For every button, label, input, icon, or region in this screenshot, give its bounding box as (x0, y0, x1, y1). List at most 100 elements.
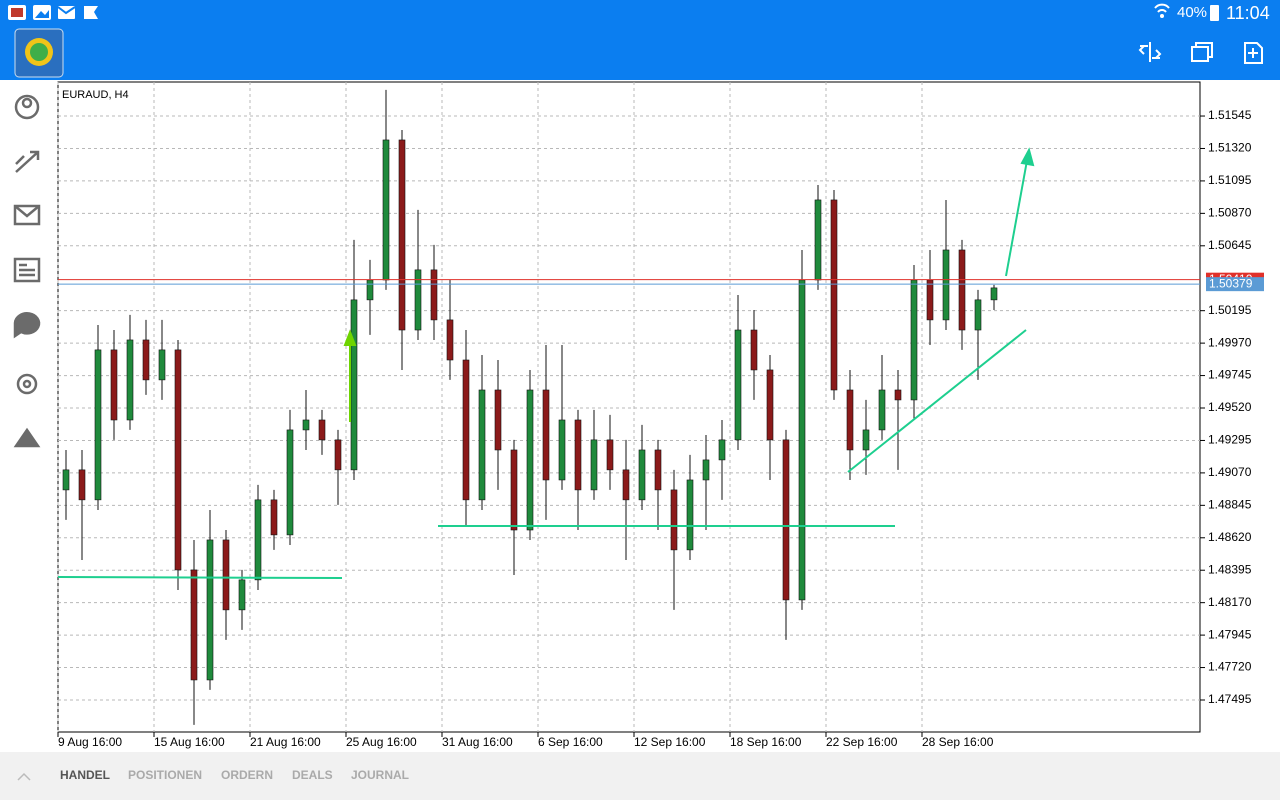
y-tick-label: 1.49295 (1208, 433, 1252, 447)
y-tick-label: 1.50645 (1208, 238, 1252, 252)
x-tick-label: 15 Aug 16:00 (154, 735, 225, 749)
app-logo[interactable] (14, 28, 64, 78)
y-tick-label: 1.49520 (1208, 400, 1252, 414)
x-tick-label: 22 Sep 16:00 (826, 735, 898, 749)
tabs: HANDEL POSITIONEN ORDERN DEALS JOURNAL (60, 768, 409, 782)
candle-body (750, 329, 758, 371)
candle-body (638, 449, 646, 501)
y-tick-label: 1.47495 (1208, 692, 1252, 706)
candle-body (990, 287, 998, 301)
price-label-box (1206, 277, 1264, 292)
candle-body (62, 469, 70, 491)
candle-body (462, 359, 470, 501)
expand-icon[interactable] (17, 772, 31, 781)
candle-body (190, 569, 198, 681)
candle-body (670, 489, 678, 551)
candle-body (222, 539, 230, 611)
y-tick-label: 1.51320 (1208, 141, 1252, 155)
candle-body (526, 389, 534, 531)
tab[interactable]: JOURNAL (351, 768, 409, 782)
y-tick-label: 1.48620 (1208, 530, 1252, 544)
candle-body (782, 439, 790, 601)
drawings (57, 147, 1035, 579)
y-tick-label: 1.50195 (1208, 303, 1252, 317)
candle-body (366, 279, 374, 301)
x-tick-label: 6 Sep 16:00 (538, 735, 603, 749)
y-tick-label: 1.47720 (1208, 660, 1252, 674)
toolbar-icons[interactable] (1138, 42, 1263, 64)
clock: 11:04 (1226, 3, 1270, 23)
price-label: 1.50379 (1209, 276, 1253, 290)
candle-body (862, 429, 870, 451)
candle-body (110, 349, 118, 421)
sidebar-icons[interactable] (13, 94, 41, 448)
candle-body (686, 479, 694, 551)
candle-body (734, 329, 742, 441)
candle-body (622, 469, 630, 501)
candle-body (878, 389, 886, 431)
y-tick-label: 1.48170 (1208, 595, 1252, 609)
candle-body (606, 439, 614, 471)
candle-body (254, 499, 262, 581)
candle-body (910, 279, 918, 401)
candle-body (142, 339, 150, 381)
candle-body (942, 249, 950, 321)
candle-body (894, 389, 902, 401)
candle-body (974, 299, 982, 331)
candle-body (430, 269, 438, 321)
candle-body (270, 499, 278, 536)
candle-body (958, 249, 966, 331)
x-tick-label: 18 Sep 16:00 (730, 735, 802, 749)
status-icons (8, 3, 1219, 21)
tab[interactable]: POSITIONEN (128, 768, 202, 782)
x-tick-label: 31 Aug 16:00 (442, 735, 513, 749)
y-tick-label: 1.51545 (1208, 108, 1252, 122)
candle-body (78, 469, 86, 501)
candle-body (542, 389, 550, 481)
candle-body (158, 349, 166, 381)
candle-body (478, 389, 486, 501)
candle-body (718, 439, 726, 461)
tab[interactable]: DEALS (292, 768, 333, 782)
drawings-up-arrow (343, 329, 357, 422)
candle-body (350, 299, 358, 471)
x-tick-label: 28 Sep 16:00 (922, 735, 994, 749)
x-tick-label: 12 Sep 16:00 (634, 735, 706, 749)
candle-body (766, 369, 774, 441)
y-tick-label: 1.48395 (1208, 562, 1252, 576)
candle-body (286, 429, 294, 536)
candle-body (590, 439, 598, 491)
candle-body (574, 419, 582, 491)
x-tick-label: 9 Aug 16:00 (58, 735, 122, 749)
y-tick-label: 1.47945 (1208, 627, 1252, 641)
candle-body (846, 389, 854, 451)
candle-body (302, 419, 310, 431)
candle-body (494, 389, 502, 451)
candle-body (830, 199, 838, 391)
y-tick-label: 1.48845 (1208, 498, 1252, 512)
x-tick-label: 21 Aug 16:00 (250, 735, 321, 749)
tab[interactable]: HANDEL (60, 768, 110, 782)
app-bar (0, 0, 1280, 80)
candle-body (318, 419, 326, 441)
candle-body (382, 139, 390, 281)
y-tick-label: 1.49745 (1208, 368, 1252, 382)
candle-body (126, 339, 134, 421)
candle-body (654, 449, 662, 491)
candle-body (926, 279, 934, 321)
plot-area (57, 81, 1201, 733)
x-tick-label: 25 Aug 16:00 (346, 735, 417, 749)
candle-body (94, 349, 102, 501)
tab[interactable]: ORDERN (221, 768, 273, 782)
candle-body (446, 319, 454, 361)
candle-body (174, 349, 182, 571)
y-tick-label: 1.49970 (1208, 335, 1252, 349)
candle-body (814, 199, 822, 281)
candle-body (510, 449, 518, 531)
tab-bar (0, 752, 1280, 800)
y-tick-label: 1.50870 (1208, 206, 1252, 220)
candles (62, 89, 998, 725)
battery-level: 40% (1177, 4, 1207, 21)
